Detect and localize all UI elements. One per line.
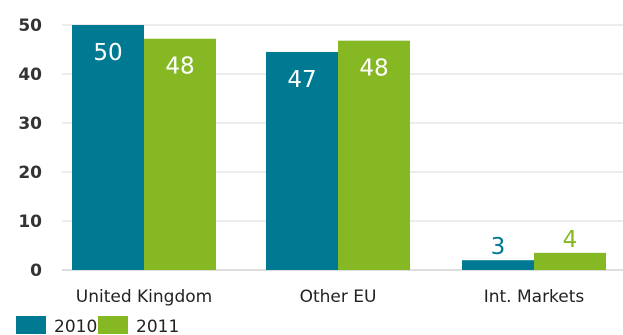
bar-2011-0 — [144, 38, 216, 270]
legend: 2010 2011 — [16, 316, 179, 335]
x-tick-label: United Kingdom — [76, 287, 212, 307]
bar-2011-1 — [338, 40, 410, 271]
x-tick-label: Other EU — [300, 287, 377, 307]
bars — [72, 25, 606, 271]
bar-value-labels: 50 47 3 48 48 4 — [93, 40, 577, 260]
y-tick-label: 0 — [30, 261, 42, 281]
y-tick-label: 10 — [18, 212, 42, 232]
bar-2010-1 — [266, 51, 338, 271]
bar-value-label: 50 — [93, 40, 122, 66]
bar-2011-2 — [534, 252, 606, 270]
legend-swatch-2011 — [98, 316, 128, 334]
y-axis-ticks: 0 10 20 30 40 50 — [18, 16, 42, 281]
bar-value-label: 48 — [359, 56, 388, 82]
y-tick-label: 50 — [18, 16, 42, 36]
bar-2010-0 — [72, 25, 144, 270]
legend-label-2010: 2010 — [54, 317, 97, 335]
bar-2010-2 — [462, 260, 534, 270]
bar-value-label: 47 — [287, 67, 316, 93]
y-tick-label: 20 — [18, 163, 42, 183]
legend-swatch-2010 — [16, 316, 46, 334]
bar-value-label: 48 — [165, 54, 194, 80]
x-axis-ticks: United Kingdom Other EU Int. Markets — [76, 287, 585, 307]
y-tick-label: 30 — [18, 114, 42, 134]
bar-value-label: 4 — [563, 227, 578, 253]
bar-value-label: 3 — [491, 234, 506, 260]
y-tick-label: 40 — [18, 65, 42, 85]
x-tick-label: Int. Markets — [484, 287, 585, 307]
legend-label-2011: 2011 — [136, 317, 179, 335]
